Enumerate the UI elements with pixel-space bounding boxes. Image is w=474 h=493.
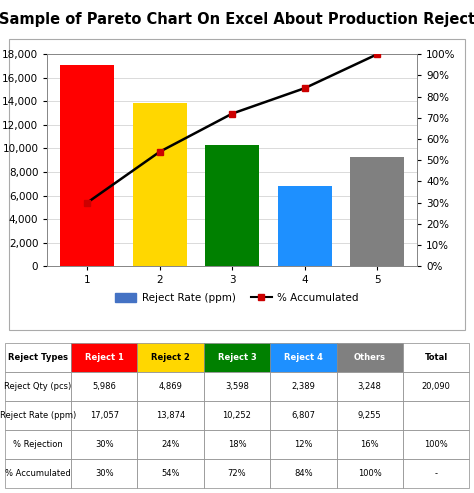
- Bar: [71, 401, 137, 430]
- Bar: [337, 430, 403, 459]
- Text: 100%: 100%: [424, 440, 448, 449]
- Text: 18%: 18%: [228, 440, 246, 449]
- Bar: [204, 343, 270, 372]
- Text: 4,869: 4,869: [159, 382, 182, 391]
- Bar: [71, 459, 137, 488]
- Bar: [337, 401, 403, 430]
- Bar: [350, 157, 404, 266]
- Text: 30%: 30%: [95, 440, 114, 449]
- Text: Reject 3: Reject 3: [218, 352, 256, 362]
- Bar: [137, 372, 204, 401]
- Text: 24%: 24%: [161, 440, 180, 449]
- Text: Reject Rate (ppm): Reject Rate (ppm): [0, 411, 76, 420]
- Text: 100%: 100%: [358, 469, 382, 478]
- Text: Reject 1: Reject 1: [85, 352, 124, 362]
- Bar: [205, 145, 259, 266]
- Bar: [403, 401, 469, 430]
- Bar: [204, 430, 270, 459]
- Text: 84%: 84%: [294, 469, 313, 478]
- Bar: [5, 372, 71, 401]
- Bar: [5, 430, 71, 459]
- Text: 3,248: 3,248: [358, 382, 382, 391]
- Bar: [204, 372, 270, 401]
- Bar: [270, 430, 337, 459]
- Bar: [270, 401, 337, 430]
- Bar: [337, 372, 403, 401]
- Text: Reject Qty (pcs): Reject Qty (pcs): [4, 382, 72, 391]
- Text: Reject Types: Reject Types: [8, 352, 68, 362]
- Bar: [204, 401, 270, 430]
- Bar: [278, 186, 332, 266]
- Text: 72%: 72%: [228, 469, 246, 478]
- Text: Others: Others: [354, 352, 386, 362]
- Text: % Rejection: % Rejection: [13, 440, 63, 449]
- Text: 6,807: 6,807: [292, 411, 315, 420]
- Text: % Accumulated: % Accumulated: [5, 469, 71, 478]
- Text: -: -: [435, 469, 438, 478]
- Text: 5,986: 5,986: [92, 382, 116, 391]
- Text: 9,255: 9,255: [358, 411, 382, 420]
- Text: 54%: 54%: [161, 469, 180, 478]
- Text: Reject 4: Reject 4: [284, 352, 323, 362]
- Text: 12%: 12%: [294, 440, 313, 449]
- Bar: [5, 401, 71, 430]
- Bar: [270, 343, 337, 372]
- Text: 16%: 16%: [360, 440, 379, 449]
- Bar: [5, 343, 71, 372]
- Bar: [270, 459, 337, 488]
- Bar: [270, 372, 337, 401]
- Text: 17,057: 17,057: [90, 411, 119, 420]
- Text: Sample of Pareto Chart On Excel About Production Reject: Sample of Pareto Chart On Excel About Pr…: [0, 12, 474, 27]
- Bar: [137, 459, 204, 488]
- Legend: Reject Rate (ppm), % Accumulated: Reject Rate (ppm), % Accumulated: [111, 289, 363, 308]
- Text: Reject 2: Reject 2: [151, 352, 190, 362]
- Bar: [337, 459, 403, 488]
- Bar: [137, 430, 204, 459]
- Bar: [337, 343, 403, 372]
- Bar: [403, 343, 469, 372]
- Text: 30%: 30%: [95, 469, 114, 478]
- Text: 2,389: 2,389: [292, 382, 315, 391]
- Bar: [71, 343, 137, 372]
- Text: 10,252: 10,252: [223, 411, 251, 420]
- Text: 13,874: 13,874: [156, 411, 185, 420]
- Bar: [60, 66, 114, 266]
- Bar: [137, 343, 204, 372]
- Bar: [133, 103, 187, 266]
- Bar: [137, 401, 204, 430]
- Bar: [71, 372, 137, 401]
- Bar: [403, 372, 469, 401]
- Text: 20,090: 20,090: [422, 382, 450, 391]
- Bar: [5, 459, 71, 488]
- Text: 3,598: 3,598: [225, 382, 249, 391]
- Text: Total: Total: [424, 352, 448, 362]
- Bar: [403, 430, 469, 459]
- Bar: [204, 459, 270, 488]
- Bar: [71, 430, 137, 459]
- Bar: [403, 459, 469, 488]
